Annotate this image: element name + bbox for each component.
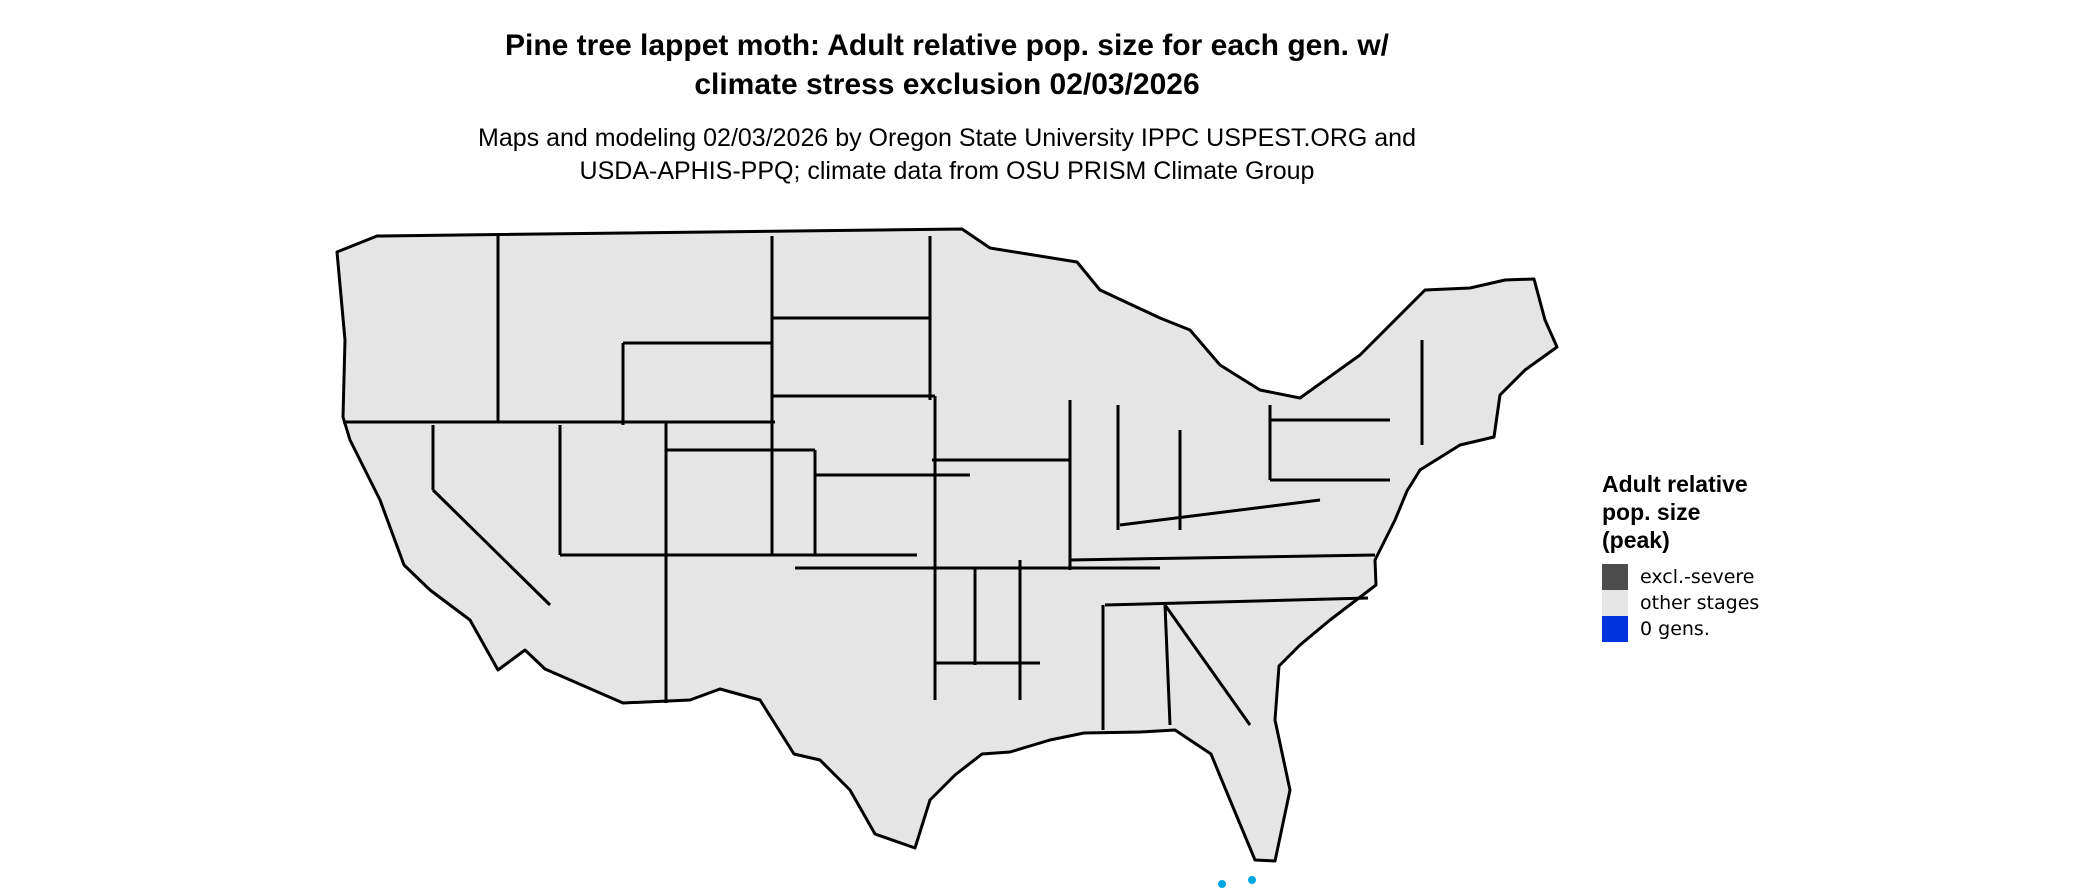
us-outline — [335, 227, 1559, 863]
legend-title-line: Adult relative — [1602, 471, 1748, 497]
legend-title-line: pop. size — [1602, 499, 1701, 525]
title-line-1: Pine tree lappet moth: Adult relative po… — [504, 29, 1390, 62]
legend-title: Adult relative pop. size (peak) — [1602, 470, 1759, 554]
legend-label: other stages — [1640, 592, 1760, 614]
legend-swatch — [1602, 590, 1628, 616]
title-line-2: climate stress exclusion 02/03/2026 — [694, 68, 1200, 101]
map-title: Pine tree lappet moth: Adult relative po… — [0, 26, 1894, 104]
subtitle-line-2: USDA-APHIS-PPQ; climate data from OSU PR… — [579, 157, 1315, 185]
map-subtitle: Maps and modeling 02/03/2026 by Oregon S… — [0, 122, 1894, 188]
legend-item-excl-severe: excl.-severe — [1602, 564, 1759, 590]
legend-item-0-gens: 0 gens. — [1602, 616, 1759, 642]
legend-swatch — [1602, 616, 1628, 642]
subtitle-line-1: Maps and modeling 02/03/2026 by Oregon S… — [478, 124, 1416, 152]
legend-label: 0 gens. — [1640, 618, 1710, 640]
state-borders — [343, 236, 1424, 730]
zero-gens-areas — [1218, 876, 1256, 888]
legend-swatch — [1602, 564, 1628, 590]
legend: Adult relative pop. size (peak) excl.-se… — [1602, 470, 1759, 642]
legend-title-line: (peak) — [1602, 527, 1670, 553]
legend-item-other-stages: other stages — [1602, 590, 1759, 616]
legend-label: excl.-severe — [1640, 566, 1755, 588]
